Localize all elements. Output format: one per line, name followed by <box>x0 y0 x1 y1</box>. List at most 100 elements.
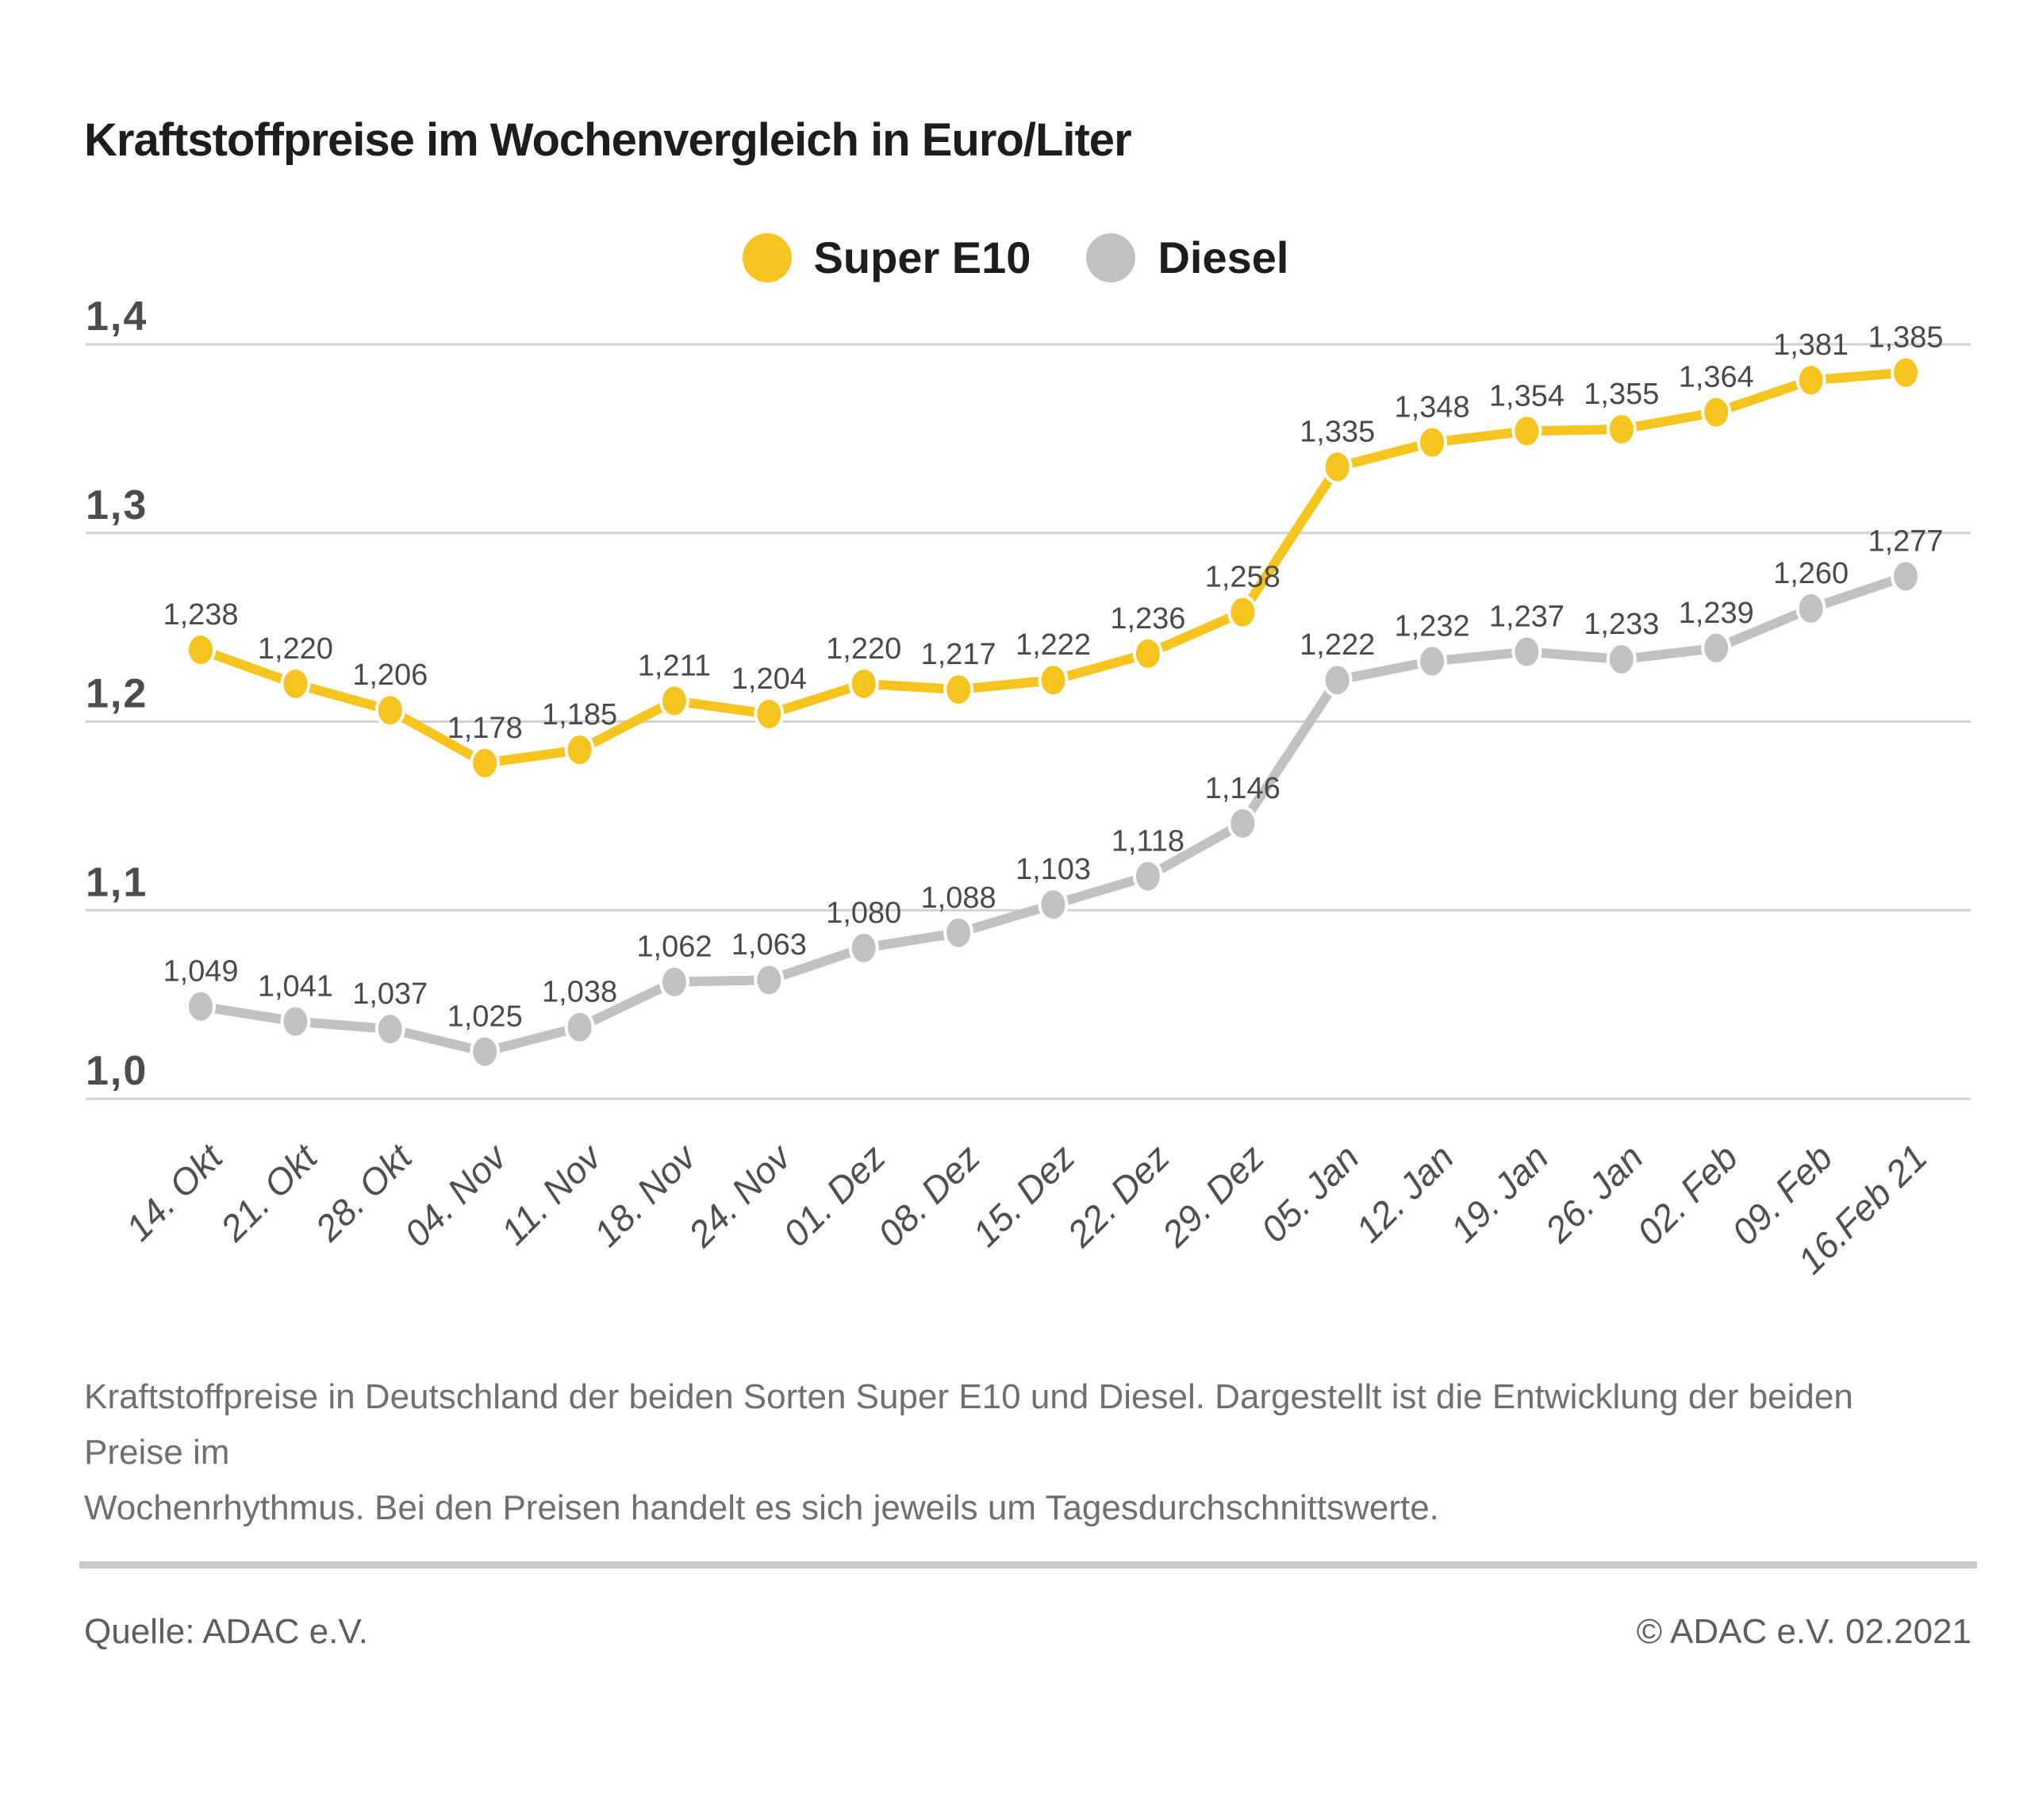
super-e10-point-marker <box>470 745 501 781</box>
diesel-point-label: 1,063 <box>731 928 807 962</box>
diesel-point-marker <box>943 915 974 950</box>
x-axis-tick-label: 28. Okt <box>307 1135 421 1250</box>
source-row: Quelle: ADAC e.V. © ADAC e.V. 02.2021 <box>84 1612 1971 1652</box>
x-axis-tick-label: 29. Dez <box>1154 1136 1273 1255</box>
diesel-point-marker <box>1038 887 1069 923</box>
diesel-point-label: 1,103 <box>1016 853 1091 886</box>
super-e10-legend-marker-icon <box>742 232 792 282</box>
x-axis-tick-label: 22. Dez <box>1058 1136 1177 1255</box>
chart-legend: Super E10 Diesel <box>0 232 2031 283</box>
super-e10-point-label: 1,385 <box>1868 321 1943 355</box>
super-e10-point-marker <box>1511 413 1542 449</box>
super-e10-point-marker <box>848 666 879 701</box>
super-e10-point-marker <box>1132 635 1163 671</box>
super-e10-point-marker <box>943 672 974 708</box>
diesel-line <box>196 571 1911 1057</box>
super-e10-point-marker <box>564 732 595 768</box>
super-e10-point-label: 1,236 <box>1110 602 1185 635</box>
diesel-point-label: 1,239 <box>1679 597 1754 630</box>
chart-caption: Kraftstoffpreise in Deutschland der beid… <box>84 1369 1933 1536</box>
super-e10-point-marker <box>658 683 689 719</box>
super-e10-point-label: 1,217 <box>921 638 996 671</box>
super-e10-point-label: 1,381 <box>1773 328 1849 362</box>
super-e10-point-label: 1,220 <box>258 632 333 666</box>
diesel-point-label: 1,232 <box>1395 609 1470 643</box>
diesel-point-label: 1,062 <box>636 931 712 964</box>
x-axis-tick-label: 19. Jan <box>1442 1136 1556 1250</box>
diesel-point-label: 1,222 <box>1300 628 1375 662</box>
super-e10-point-label: 1,185 <box>542 698 617 731</box>
diesel-point-label: 1,260 <box>1773 557 1849 590</box>
super-e10-point-label: 1,204 <box>731 662 807 696</box>
diesel-point-marker <box>1795 590 1826 626</box>
super-e10-point-label: 1,222 <box>1016 628 1091 662</box>
diesel-legend-marker-icon <box>1086 232 1136 282</box>
diesel-point-marker <box>1322 662 1353 698</box>
super-e10-legend-label: Super E10 <box>813 232 1031 282</box>
super-e10-point-label: 1,258 <box>1205 561 1280 594</box>
super-e10-point-label: 1,364 <box>1679 361 1754 394</box>
diesel-point-label: 1,080 <box>826 897 901 930</box>
diesel-point-marker <box>848 930 879 966</box>
diesel-point-marker <box>280 1004 311 1039</box>
super-e10-point-marker <box>186 632 216 668</box>
super-e10-point-marker <box>1891 355 1922 390</box>
diesel-point-marker <box>1891 559 1922 594</box>
super-e10-point-label: 1,211 <box>638 649 711 682</box>
x-axis-tick-label: 26. Jan <box>1537 1136 1651 1250</box>
x-axis-tick-label: 09. Feb <box>1724 1136 1841 1253</box>
super-e10-point-label: 1,335 <box>1300 416 1375 449</box>
y-axis-tick-label: 1,2 <box>86 671 148 717</box>
diesel-point-label: 1,088 <box>921 881 996 915</box>
diesel-point-label: 1,038 <box>542 976 617 1009</box>
x-axis-tick-label: 08. Dez <box>870 1136 988 1254</box>
x-axis-tick-label: 24. Nov <box>680 1135 800 1255</box>
chart-title: Kraftstoffpreise im Wochenvergleich in E… <box>84 113 1132 166</box>
diesel-point-label: 1,037 <box>352 977 428 1011</box>
super-e10-point-marker <box>1038 662 1069 698</box>
super-e10-point-marker <box>1606 411 1637 447</box>
x-axis-tick-label: 02. Feb <box>1629 1136 1745 1253</box>
y-axis-tick-label: 1,3 <box>86 482 148 528</box>
super-e10-point-marker <box>1322 449 1353 485</box>
diesel-point-label: 1,146 <box>1205 772 1280 805</box>
diesel-point-marker <box>564 1009 595 1045</box>
x-axis-tick-label: 11. Nov <box>493 1135 611 1253</box>
super-e10-point-label: 1,178 <box>447 712 523 745</box>
diesel-point-label: 1,277 <box>1868 524 1943 558</box>
super-e10-point-marker <box>280 666 311 701</box>
x-axis-tick-label: 18. Nov <box>585 1135 705 1254</box>
super-e10-point-marker <box>1227 594 1258 630</box>
diesel-point-marker <box>1606 642 1637 678</box>
x-axis-tick-label: 05. Jan <box>1253 1136 1366 1250</box>
diesel-point-marker <box>1511 634 1542 670</box>
x-axis-tick-label: 14. Okt <box>117 1135 231 1249</box>
diesel-point-marker <box>186 989 216 1024</box>
diesel-point-marker <box>658 964 689 1000</box>
diesel-point-label: 1,041 <box>258 970 333 1004</box>
diesel-point-label: 1,049 <box>163 955 238 989</box>
diesel-point-marker <box>1132 858 1163 894</box>
diesel-point-marker <box>1701 630 1732 666</box>
y-axis-tick-label: 1,4 <box>86 294 148 340</box>
super-e10-point-label: 1,354 <box>1489 379 1565 413</box>
super-e10-point-label: 1,206 <box>352 659 428 692</box>
super-e10-point-marker <box>1701 394 1732 430</box>
diesel-point-marker <box>374 1012 405 1047</box>
x-axis-tick-label: 04. Nov <box>396 1135 516 1254</box>
diesel-point-marker <box>1227 805 1258 841</box>
copyright-label: © ADAC e.V. 02.2021 <box>1636 1612 1971 1651</box>
super-e10-point-label: 1,220 <box>826 632 901 666</box>
x-axis-tick-label: 12. Jan <box>1348 1136 1461 1250</box>
diesel-point-label: 1,237 <box>1489 601 1565 634</box>
x-axis-tick-label: 21. Okt <box>212 1135 326 1250</box>
divider-line <box>79 1561 1977 1569</box>
super-e10-point-marker <box>1795 363 1826 398</box>
diesel-point-label: 1,233 <box>1584 608 1659 641</box>
super-e10-line <box>196 367 1911 768</box>
source-label: Quelle: ADAC e.V. <box>84 1612 368 1651</box>
super-e10-point-label: 1,355 <box>1584 378 1659 411</box>
diesel-point-label: 1,025 <box>447 1000 523 1034</box>
diesel-point-label: 1,118 <box>1111 824 1184 858</box>
